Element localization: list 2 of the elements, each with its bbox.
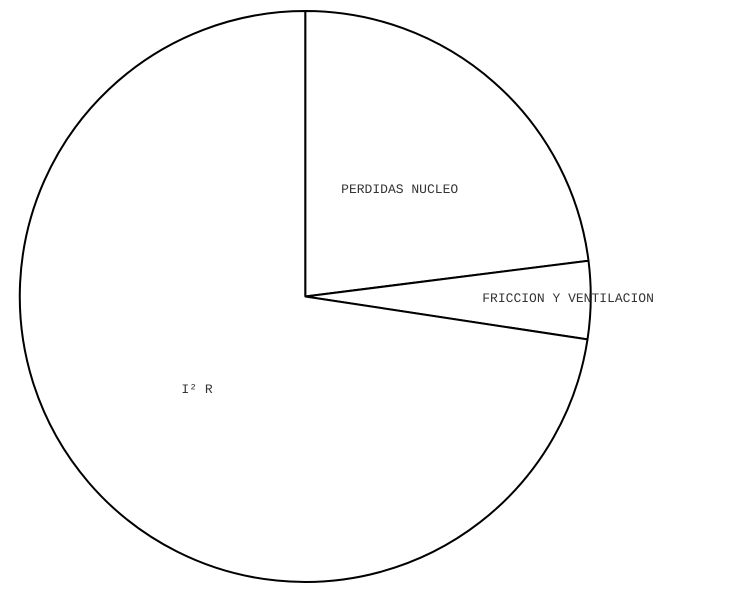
slice-label: PERDIDAS NUCLEO: [341, 182, 458, 197]
slice-label: I² R: [181, 382, 213, 397]
